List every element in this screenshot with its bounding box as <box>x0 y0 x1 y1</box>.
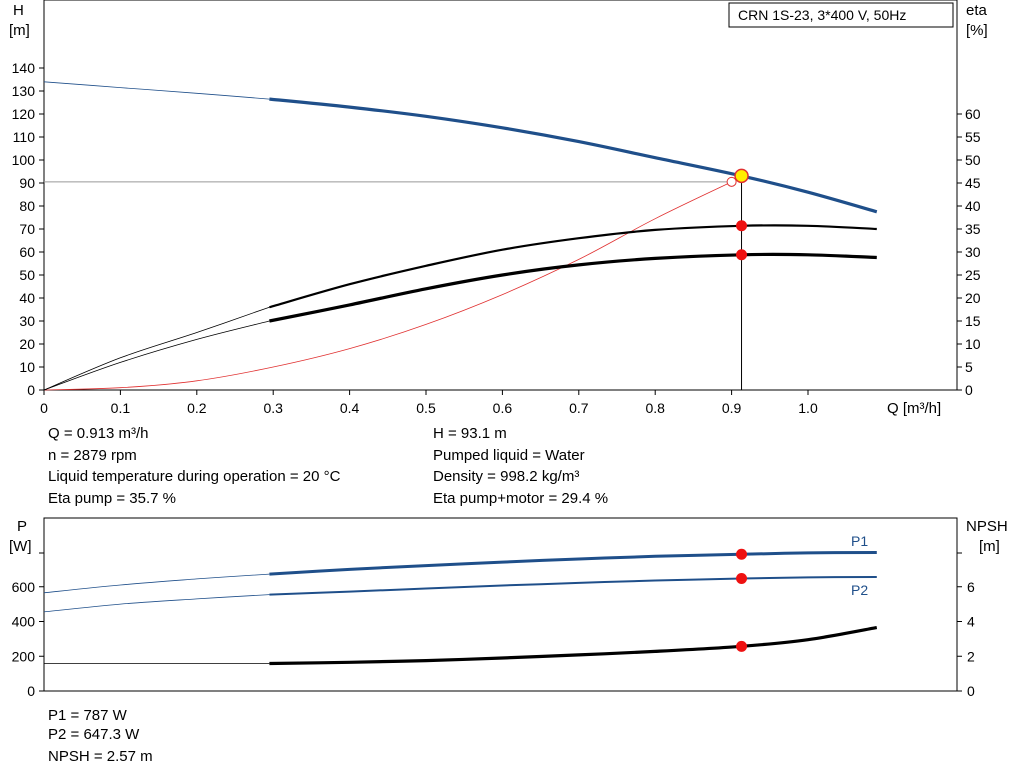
info-q: Q = 0.913 m³/h <box>48 425 149 442</box>
y-axis-left-label-p: P <box>17 518 27 535</box>
x-tick-label: 0.2 <box>187 400 207 416</box>
y-left-tick-label: 100 <box>12 152 36 168</box>
y-left-tick-label: 200 <box>12 648 36 664</box>
y-right-tick-label: 10 <box>965 336 981 352</box>
info-h: H = 93.1 m <box>433 425 507 442</box>
chart-title-box <box>728 2 954 28</box>
y-left-tick-label: 0 <box>27 382 35 398</box>
y-left-tick-label: 50 <box>19 267 35 283</box>
y-axis-left-unit-h: [m] <box>9 22 30 39</box>
eta-pump-curve-line <box>269 224 877 309</box>
y-right-tick-label: 6 <box>967 579 975 595</box>
y-right-tick-label: 0 <box>967 683 975 699</box>
x-tick-label: 0.5 <box>416 400 436 416</box>
x-tick-label: 0.8 <box>645 400 665 416</box>
y-right-tick-label: 55 <box>965 129 981 145</box>
y-left-tick-label: 70 <box>19 221 35 237</box>
p2-curve-line <box>269 576 877 596</box>
legend-p1: P1 <box>851 533 868 549</box>
power-npsh-plot: 0 200 400 600 0 2 4 6 <box>12 517 975 699</box>
x-tick-label: 0.4 <box>340 400 360 416</box>
info-p1: P1 = 787 W <box>48 707 127 724</box>
plot-frame <box>43 517 958 692</box>
y-left-tick-label: 120 <box>12 106 36 122</box>
y-right-tick-label: 15 <box>965 313 981 329</box>
p2-curve-extrapolated <box>43 594 270 613</box>
p1-curve-line <box>269 551 877 576</box>
y-right-tick-label: 5 <box>965 359 973 375</box>
y-left-tick-label: 90 <box>19 175 35 191</box>
y-right-tick-label: 4 <box>967 614 975 630</box>
y-left-tick-label: 0 <box>27 683 35 699</box>
y-axis-left-label-h: H <box>13 2 24 19</box>
y-axis-right-label-npsh: NPSH <box>966 518 1008 535</box>
info-liquid: Pumped liquid = Water <box>433 447 585 464</box>
y-left-tick-label: 20 <box>19 336 35 352</box>
y-right-tick-label: 40 <box>965 198 981 214</box>
x-tick-label: 0.6 <box>493 400 513 416</box>
info-eta-pump-motor: Eta pump+motor = 29.4 % <box>433 490 609 507</box>
p1-marker <box>736 548 748 560</box>
info-temp: Liquid temperature during operation = 20… <box>48 468 341 485</box>
npsh-curve-line <box>269 626 878 666</box>
y-right-tick-label: 50 <box>965 152 981 168</box>
p1-curve-extrapolated <box>43 573 270 594</box>
eta-pump-motor-curve-line <box>269 252 877 323</box>
y-left-tick-label: 30 <box>19 313 35 329</box>
y-left-tick-label: 40 <box>19 290 35 306</box>
info-npsh: NPSH = 2.57 m <box>48 748 153 765</box>
eta-pump-marker <box>736 220 748 232</box>
x-tick-label: 0.9 <box>722 400 742 416</box>
y-left-tick-label: 130 <box>12 83 36 99</box>
x-tick-label: 0.7 <box>569 400 589 416</box>
eta-pump-curve-extrapolated <box>43 306 270 391</box>
info-p2: P2 = 647.3 W <box>48 726 140 743</box>
y-left-tick-label: 140 <box>12 60 36 76</box>
eta-pump-motor-curve-extrapolated <box>43 320 270 391</box>
p2-marker <box>736 573 748 585</box>
head-curve-extrapolated <box>43 81 270 100</box>
y-left-tick-label: 400 <box>12 614 36 630</box>
x-tick-label: 0.3 <box>263 400 283 416</box>
info-n: n = 2879 rpm <box>48 447 137 464</box>
head-efficiency-plot: 0 0.1 0.2 0.3 0.4 0.5 0.6 0.7 0.8 0.9 1.0 0 10 20 30 40… <box>12 0 981 416</box>
legend-p2: P2 <box>851 582 868 598</box>
y-right-tick-label: 20 <box>965 290 981 306</box>
y-right-tick-label: 0 <box>965 382 973 398</box>
duty-point-marker <box>734 168 749 184</box>
x-tick-label: 1.0 <box>798 400 818 416</box>
y-axis-right-unit-eta: [%] <box>966 22 988 39</box>
x-axis-label: Q [m³/h] <box>887 400 941 417</box>
y-right-tick-label: 2 <box>967 648 975 664</box>
system-point-marker <box>726 176 737 187</box>
y-right-tick-label: 25 <box>965 267 981 283</box>
npsh-marker <box>736 640 748 652</box>
info-density: Density = 998.2 kg/m³ <box>433 468 580 485</box>
y-axis-right-unit-npsh: [m] <box>979 538 1000 555</box>
eta-pump-motor-marker <box>736 249 748 261</box>
y-left-tick-label: 110 <box>13 129 36 145</box>
y-axis-left-unit-p: [W] <box>9 538 32 555</box>
y-left-tick-label: 10 <box>19 359 35 375</box>
y-left-tick-label: 60 <box>19 244 35 260</box>
x-tick-label: 0.1 <box>111 400 131 416</box>
y-right-tick-label: 35 <box>965 221 981 237</box>
y-right-tick-label: 45 <box>965 175 981 191</box>
system-curve <box>43 181 732 391</box>
y-right-tick-label: 30 <box>965 244 981 260</box>
y-left-tick-label: 80 <box>19 198 35 214</box>
x-tick-label: 0 <box>40 400 48 416</box>
y-right-tick-label: 60 <box>965 106 981 122</box>
info-eta-pump: Eta pump = 35.7 % <box>48 490 176 507</box>
y-left-tick-label: 600 <box>12 579 36 595</box>
head-curve-line <box>269 97 878 214</box>
plot-frame <box>43 0 958 391</box>
chart-title: CRN 1S-23, 3*400 V, 50Hz <box>738 7 906 23</box>
y-axis-right-label-eta: eta <box>966 2 988 19</box>
